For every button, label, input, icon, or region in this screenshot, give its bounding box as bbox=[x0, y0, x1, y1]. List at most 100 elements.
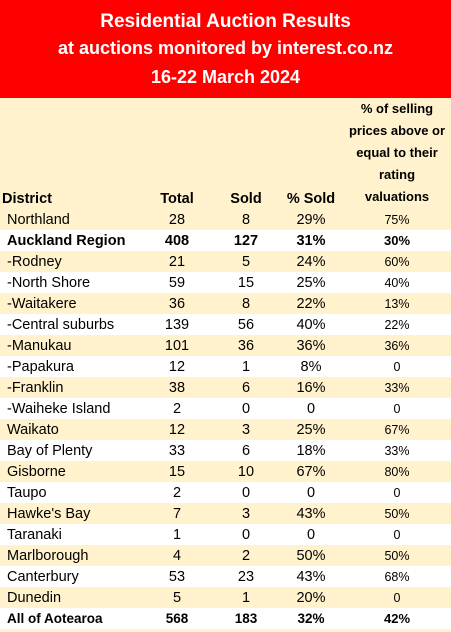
cell-pct-sold: 0 bbox=[279, 524, 343, 545]
table-row: Bay of Plenty 33 6 18% 33% bbox=[0, 440, 451, 461]
table-row: Canterbury 53 23 43% 68% bbox=[0, 566, 451, 587]
cell-pct-sold: 40% bbox=[279, 314, 343, 335]
cell-pct-above-valuation: 30% bbox=[343, 230, 451, 251]
table-row: Gisborne 15 10 67% 80% bbox=[0, 461, 451, 482]
cell-total: 1 bbox=[141, 524, 213, 545]
cell-district: -Central suburbs bbox=[0, 314, 141, 335]
table-header-row: District Total Sold % Sold % of selling … bbox=[0, 98, 451, 209]
cell-pct-sold: 43% bbox=[279, 566, 343, 587]
cell-total: 101 bbox=[141, 335, 213, 356]
cell-district: Auckland Region bbox=[0, 230, 141, 251]
cell-sold: 1 bbox=[213, 587, 279, 608]
cell-pct-sold: 16% bbox=[279, 377, 343, 398]
cell-total: 59 bbox=[141, 272, 213, 293]
cell-district: -Papakura bbox=[0, 356, 141, 377]
cell-district: All of Aotearoa bbox=[0, 608, 141, 629]
header-pct-above-line-2: prices above or bbox=[348, 123, 446, 138]
cell-sold: 3 bbox=[213, 503, 279, 524]
title-line-1: Residential Auction Results bbox=[100, 11, 351, 32]
cell-pct-above-valuation: 80% bbox=[343, 461, 451, 482]
table-row: Waikato 12 3 25% 67% bbox=[0, 419, 451, 440]
cell-district: Gisborne bbox=[0, 461, 141, 482]
cell-total: 408 bbox=[141, 230, 213, 251]
cell-sold: 36 bbox=[213, 335, 279, 356]
cell-pct-sold: 20% bbox=[279, 587, 343, 608]
cell-district: -Rodney bbox=[0, 251, 141, 272]
cell-pct-above-valuation: 67% bbox=[343, 419, 451, 440]
cell-district: Taranaki bbox=[0, 524, 141, 545]
table-row: -Central suburbs 139 56 40% 22% bbox=[0, 314, 451, 335]
cell-total: 2 bbox=[141, 398, 213, 419]
cell-total: 21 bbox=[141, 251, 213, 272]
header-pct-above-line-4: rating valuations bbox=[364, 167, 430, 204]
cell-pct-sold: 36% bbox=[279, 335, 343, 356]
cell-pct-above-valuation: 33% bbox=[343, 377, 451, 398]
table-row: Dunedin 5 1 20% 0 bbox=[0, 587, 451, 608]
cell-pct-above-valuation: 75% bbox=[343, 209, 451, 230]
table-row: Auckland Region 408 127 31% 30% bbox=[0, 230, 451, 251]
cell-pct-sold: 18% bbox=[279, 440, 343, 461]
cell-pct-above-valuation: 0 bbox=[343, 587, 451, 608]
cell-sold: 56 bbox=[213, 314, 279, 335]
table-row: Northland 28 8 29% 75% bbox=[0, 209, 451, 230]
cell-pct-above-valuation: 0 bbox=[343, 398, 451, 419]
cell-pct-sold: 29% bbox=[279, 209, 343, 230]
cell-sold: 0 bbox=[213, 524, 279, 545]
cell-pct-above-valuation: 50% bbox=[343, 545, 451, 566]
cell-total: 7 bbox=[141, 503, 213, 524]
header-pct-above-valuation: % of selling prices above or equal to th… bbox=[343, 98, 451, 209]
header-sold: Sold bbox=[213, 98, 279, 209]
cell-pct-sold: 25% bbox=[279, 419, 343, 440]
cell-total: 36 bbox=[141, 293, 213, 314]
cell-district: Taupo bbox=[0, 482, 141, 503]
cell-total: 2 bbox=[141, 482, 213, 503]
cell-district: Waikato bbox=[0, 419, 141, 440]
table-row: -Waitakere 36 8 22% 13% bbox=[0, 293, 451, 314]
cell-sold: 23 bbox=[213, 566, 279, 587]
cell-pct-sold: 0 bbox=[279, 398, 343, 419]
cell-sold: 10 bbox=[213, 461, 279, 482]
cell-district: Marlborough bbox=[0, 545, 141, 566]
cell-total: 53 bbox=[141, 566, 213, 587]
cell-sold: 6 bbox=[213, 377, 279, 398]
cell-pct-above-valuation: 22% bbox=[343, 314, 451, 335]
cell-sold: 127 bbox=[213, 230, 279, 251]
header-pct-above-line-1: % of selling bbox=[360, 101, 434, 116]
table-row: Taranaki 1 0 0 0 bbox=[0, 524, 451, 545]
cell-sold: 2 bbox=[213, 545, 279, 566]
cell-pct-above-valuation: 0 bbox=[343, 524, 451, 545]
table-row: -Waiheke Island 2 0 0 0 bbox=[0, 398, 451, 419]
cell-pct-above-valuation: 42% bbox=[343, 608, 451, 629]
cell-district: Northland bbox=[0, 209, 141, 230]
cell-pct-above-valuation: 0 bbox=[343, 356, 451, 377]
cell-pct-above-valuation: 36% bbox=[343, 335, 451, 356]
title-line-2: at auctions monitored by interest.co.nz bbox=[57, 38, 394, 58]
cell-sold: 6 bbox=[213, 440, 279, 461]
cell-pct-above-valuation: 60% bbox=[343, 251, 451, 272]
cell-total: 4 bbox=[141, 545, 213, 566]
cell-district: -Waiheke Island bbox=[0, 398, 141, 419]
cell-pct-sold: 67% bbox=[279, 461, 343, 482]
table-row: Taupo 2 0 0 0 bbox=[0, 482, 451, 503]
cell-sold: 183 bbox=[213, 608, 279, 629]
cell-pct-above-valuation: 33% bbox=[343, 440, 451, 461]
cell-pct-sold: 8% bbox=[279, 356, 343, 377]
cell-sold: 0 bbox=[213, 482, 279, 503]
cell-sold: 0 bbox=[213, 398, 279, 419]
header-pct-above-line-3: equal to their bbox=[356, 145, 438, 160]
table-row: -Franklin 38 6 16% 33% bbox=[0, 377, 451, 398]
cell-district: Canterbury bbox=[0, 566, 141, 587]
cell-total: 568 bbox=[141, 608, 213, 629]
cell-pct-above-valuation: 13% bbox=[343, 293, 451, 314]
cell-district: -Waitakere bbox=[0, 293, 141, 314]
table-body: Northland 28 8 29% 75% Auckland Region 408 127 3… bbox=[0, 209, 451, 629]
cell-total: 33 bbox=[141, 440, 213, 461]
header-district: District bbox=[0, 98, 141, 209]
cell-sold: 3 bbox=[213, 419, 279, 440]
cell-total: 5 bbox=[141, 587, 213, 608]
cell-pct-sold: 50% bbox=[279, 545, 343, 566]
table-row: Hawke's Bay 7 3 43% 50% bbox=[0, 503, 451, 524]
cell-sold: 1 bbox=[213, 356, 279, 377]
table-row: All of Aotearoa 568 183 32% 42% bbox=[0, 608, 451, 629]
